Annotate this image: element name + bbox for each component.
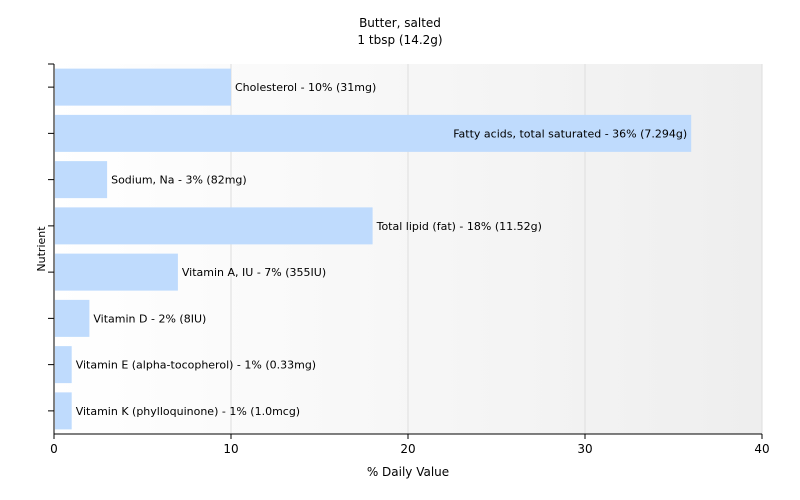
x-tick-label: 20: [400, 442, 415, 456]
bars: Cholesterol - 10% (31mg) Fatty acids, tot…: [55, 68, 692, 430]
chart-subtitle: 1 tbsp (14.2g): [357, 33, 442, 47]
x-tick-label: 10: [223, 442, 238, 456]
bar-label: Sodium, Na - 3% (82mg): [111, 174, 247, 187]
x-tick-label: 0: [50, 442, 58, 456]
x-tick-label: 30: [577, 442, 592, 456]
bar: [55, 68, 231, 106]
chart-title: Butter, salted: [359, 16, 441, 30]
bar-label: Vitamin E (alpha-tocopherol) - 1% (0.33m…: [76, 359, 316, 372]
bar: [55, 299, 90, 337]
bar: [55, 346, 72, 384]
x-axis-label: % Daily Value: [367, 465, 449, 479]
bar: [55, 207, 373, 245]
bar: [55, 253, 178, 291]
y-axis-label: Nutrient: [35, 226, 48, 272]
bar: [55, 161, 108, 199]
bar-label: Fatty acids, total saturated - 36% (7.29…: [453, 127, 687, 140]
bar: [55, 114, 692, 152]
bar-label: Total lipid (fat) - 18% (11.52g): [376, 220, 542, 233]
bar-label: Vitamin D - 2% (8IU): [93, 312, 206, 325]
bar-label: Cholesterol - 10% (31mg): [235, 81, 376, 94]
bar: [55, 392, 72, 430]
bar-label: Vitamin K (phylloquinone) - 1% (1.0mcg): [76, 405, 300, 418]
x-tick-label: 40: [754, 442, 769, 456]
axes: 0 10 20 30 40: [48, 63, 770, 456]
bar-label: Vitamin A, IU - 7% (355IU): [182, 266, 326, 279]
